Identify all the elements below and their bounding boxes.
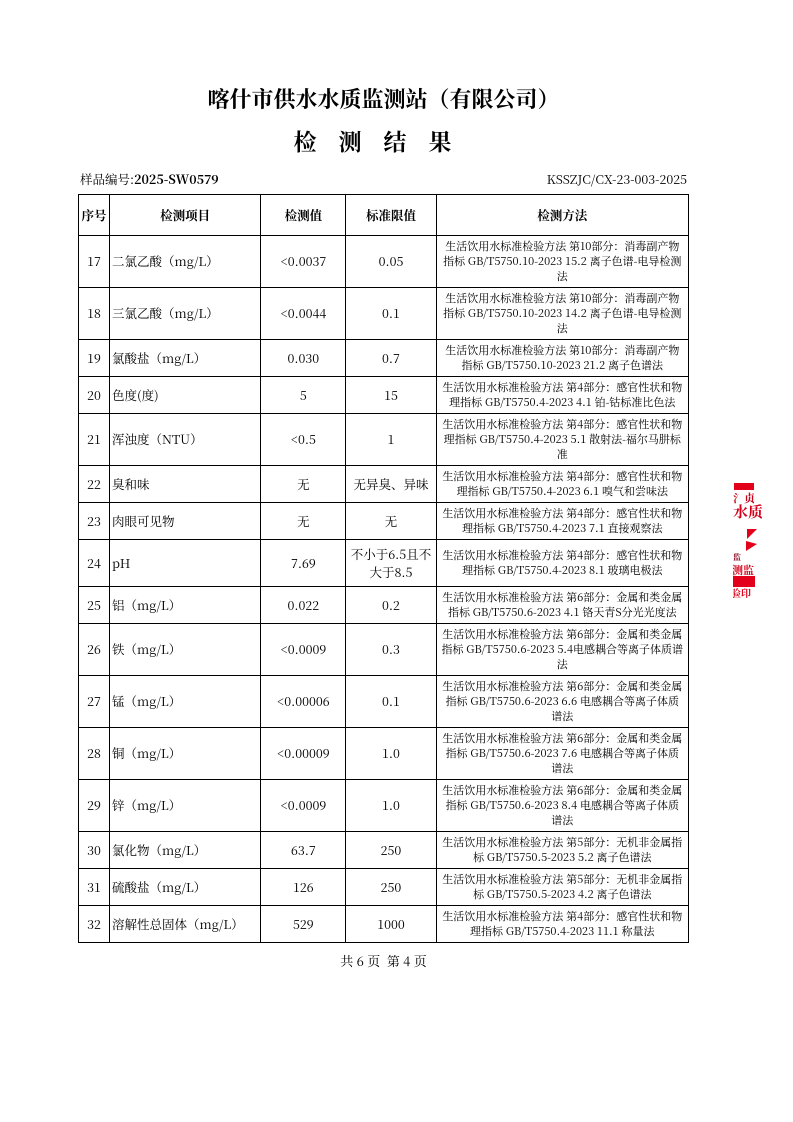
svg-text:验印: 验印 xyxy=(733,585,751,600)
svg-text:测监: 测监 xyxy=(733,562,754,578)
svg-text:水质: 水质 xyxy=(733,501,763,522)
